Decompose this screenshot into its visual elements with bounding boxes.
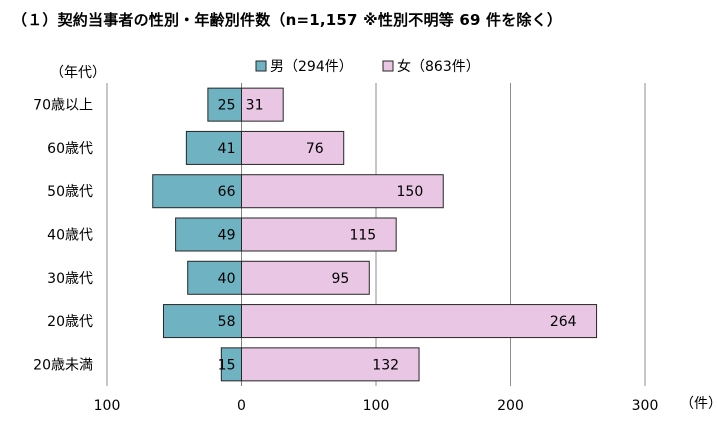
bars: [152, 87, 598, 382]
chart-title: （１）契約当事者の性別・年齢別件数（n=1,157 ※性別不明等 69 件を除く…: [12, 11, 563, 29]
legend: 男（294件） 女（863件）: [255, 58, 480, 75]
legend-swatch-1: [382, 60, 394, 72]
value-label-male-6: 15: [218, 357, 236, 373]
y-axis-title: （年代）: [50, 65, 106, 81]
bar-male-1: [185, 130, 242, 165]
x-tick-label-3: 200: [497, 398, 524, 414]
value-label-male-4: 40: [218, 271, 236, 287]
x-axis-ticks: 100 0 100 200 300: [94, 398, 659, 414]
value-label-female-1: 76: [306, 141, 324, 157]
x-tick-label-1: 0: [237, 398, 246, 414]
value-label-female-6: 132: [372, 357, 399, 373]
data-labels: 25 31 41 76 66 150 49 115 40 95 58 264 15 132: [218, 98, 577, 374]
category-label: 20歳未満: [33, 357, 93, 373]
category-label: 70歳以上: [33, 98, 93, 114]
value-label-male-5: 58: [218, 314, 236, 330]
legend-label-0: 男（294件）: [270, 59, 353, 75]
value-label-male-0: 25: [218, 98, 236, 114]
value-label-female-3: 115: [349, 228, 376, 244]
value-label-female-5: 264: [550, 314, 577, 330]
bar-male-5: [162, 304, 243, 339]
bar-male-3: [175, 217, 242, 252]
category-label: 60歳代: [47, 141, 93, 157]
bar-female-0: [241, 87, 284, 122]
legend-swatch-0: [255, 60, 267, 72]
value-label-female-4: 95: [331, 271, 349, 287]
bar-female-2: [241, 174, 444, 209]
x-tick-label-0: 100: [94, 398, 121, 414]
category-label: 20歳代: [47, 314, 93, 330]
bar-female-1: [241, 130, 345, 165]
value-label-male-1: 41: [218, 141, 236, 157]
category-labels: 70歳以上 60歳代 50歳代 40歳代 30歳代 20歳代 20歳未満: [33, 98, 93, 374]
value-label-female-0: 31: [246, 98, 264, 114]
legend-label-1: 女（863件）: [397, 58, 480, 75]
bar-female-5: [241, 304, 598, 339]
value-label-male-3: 49: [218, 228, 236, 244]
bar-female-6: [241, 347, 420, 382]
bar-female-4: [241, 260, 370, 295]
value-label-male-2: 66: [218, 184, 236, 200]
category-label: 40歳代: [47, 228, 93, 244]
bar-female-3: [241, 217, 397, 252]
bar-male-2: [152, 174, 242, 209]
x-axis-unit: （件）: [680, 396, 718, 412]
x-tick-label-2: 100: [363, 398, 390, 414]
category-label: 50歳代: [47, 184, 93, 200]
category-label: 30歳代: [47, 271, 93, 287]
x-tick-label-4: 300: [632, 398, 659, 414]
value-label-female-2: 150: [397, 184, 424, 200]
